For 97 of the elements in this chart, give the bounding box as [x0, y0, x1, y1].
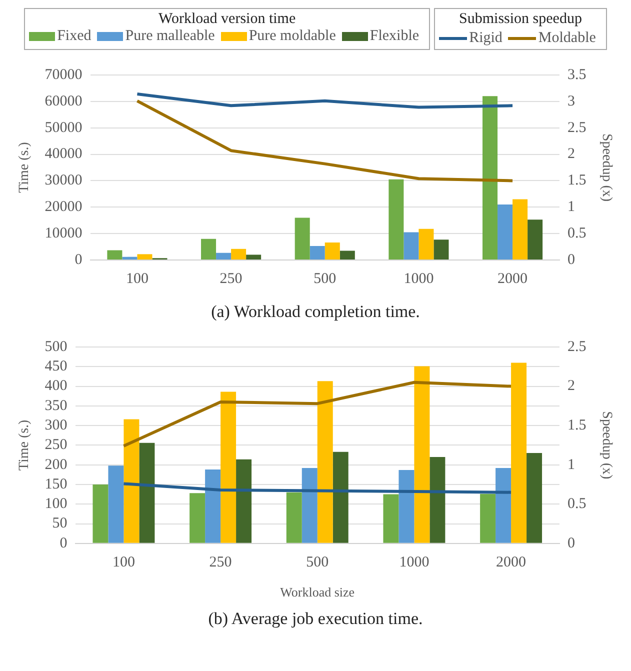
y-tick-label: 20000: [44, 199, 82, 216]
bar: [107, 250, 122, 260]
bar: [398, 470, 414, 543]
y-axis-title: Time (s.): [17, 142, 32, 193]
y2-tick-label: 3.5: [567, 66, 586, 83]
bar: [108, 466, 124, 543]
bar: [324, 242, 340, 260]
y-tick-label: 100: [44, 496, 68, 512]
bar: [139, 442, 155, 543]
bar: [418, 228, 434, 260]
legend-title: Workload version time: [158, 11, 297, 28]
y2-tick-label: 1: [567, 199, 575, 216]
y2-tick-label: 0.5: [567, 226, 586, 242]
bar: [220, 392, 236, 543]
y-tick-label: 40000: [44, 146, 82, 162]
bar: [231, 248, 246, 260]
bar: [317, 381, 333, 543]
y-tick-label: 70000: [44, 66, 82, 83]
bar: [190, 493, 206, 543]
y2-tick-label: 2: [567, 146, 575, 162]
bar: [383, 494, 399, 543]
y-tick-label: 0: [60, 535, 68, 552]
y-tick-label: 250: [44, 437, 68, 454]
bar: [216, 252, 232, 260]
x-tick-label: 250: [220, 270, 242, 287]
x-tick-label: 2000: [498, 270, 528, 287]
legend-label: Flexible: [370, 28, 420, 45]
y-tick-label: 50000: [44, 120, 82, 136]
bar: [137, 254, 152, 260]
y-tick-label: 60000: [44, 93, 82, 110]
bar: [404, 232, 419, 260]
text: Submission speedup: [458, 11, 583, 28]
bar: [124, 419, 140, 543]
x-tick-label: 100: [126, 270, 148, 287]
bar: [201, 238, 216, 260]
y2-tick-label: 3: [567, 93, 575, 110]
bar: [286, 492, 302, 543]
bar: [302, 468, 318, 543]
y2-tick-label: 0: [567, 535, 575, 552]
y-tick-label: 0: [74, 252, 82, 268]
bar: [332, 452, 348, 543]
y2-tick-label: 2: [567, 378, 575, 394]
text: (a) Workload completion time.: [210, 302, 421, 322]
bar: [310, 246, 325, 260]
y-axis-title: Time (s.): [17, 419, 32, 471]
bar: [528, 220, 543, 260]
y2-tick-label: 2.5: [567, 120, 586, 136]
bar: [340, 250, 355, 260]
legend-label: Pure moldable: [248, 28, 336, 45]
bar: [294, 218, 310, 260]
bar: [480, 494, 496, 543]
y-tick-label: 150: [44, 476, 68, 492]
x-tick-label: 2000: [496, 554, 526, 570]
bar: [236, 459, 252, 543]
bar: [482, 96, 498, 260]
y2-tick-label: 2.5: [567, 338, 586, 355]
y2-tick-label: 1: [567, 456, 575, 473]
x-tick-label: 1000: [399, 554, 430, 570]
y2-tick-label: 0: [567, 252, 575, 268]
bar: [246, 254, 262, 260]
bar: [512, 199, 528, 260]
bar: [511, 362, 527, 543]
y2-tick-label: 0.5: [567, 496, 586, 512]
bar: [205, 470, 221, 543]
bar: [414, 366, 430, 543]
y-tick-label: 400: [44, 378, 68, 394]
legend-label: Rigid: [469, 30, 502, 47]
legend-label: Moldable: [538, 30, 596, 47]
y-tick-label: 500: [44, 338, 68, 355]
legend-label: Pure malleable: [125, 28, 215, 45]
legend-label: Fixed: [57, 28, 92, 45]
y2-tick-label: 1.5: [567, 417, 586, 434]
x-tick-label: 500: [314, 270, 336, 287]
bar: [496, 468, 512, 543]
y2-axis-title: Speedup (x): [598, 133, 614, 202]
y2-axis-title: Speedup (x): [598, 411, 614, 480]
y-tick-label: 10000: [44, 226, 82, 242]
x-tick-label: 500: [306, 554, 329, 570]
bar: [434, 240, 449, 260]
x-tick-label: 1000: [404, 270, 434, 287]
y-tick-label: 350: [44, 398, 68, 414]
x-axis-title: Workload size: [280, 584, 355, 600]
text: (b) Average job execution time.: [207, 609, 424, 629]
bar: [526, 453, 542, 543]
y-tick-label: 30000: [44, 172, 82, 189]
x-tick-label: 250: [209, 554, 232, 570]
y-tick-label: 50: [52, 516, 68, 532]
bar: [388, 179, 404, 260]
bar: [430, 456, 446, 543]
y-tick-label: 450: [44, 358, 68, 375]
bar: [92, 484, 108, 543]
bar: [498, 204, 513, 260]
x-tick-label: 100: [112, 554, 135, 570]
bar: [122, 256, 138, 260]
y-tick-label: 200: [44, 456, 68, 473]
y2-tick-label: 1.5: [567, 172, 586, 189]
y-tick-label: 300: [44, 417, 68, 434]
